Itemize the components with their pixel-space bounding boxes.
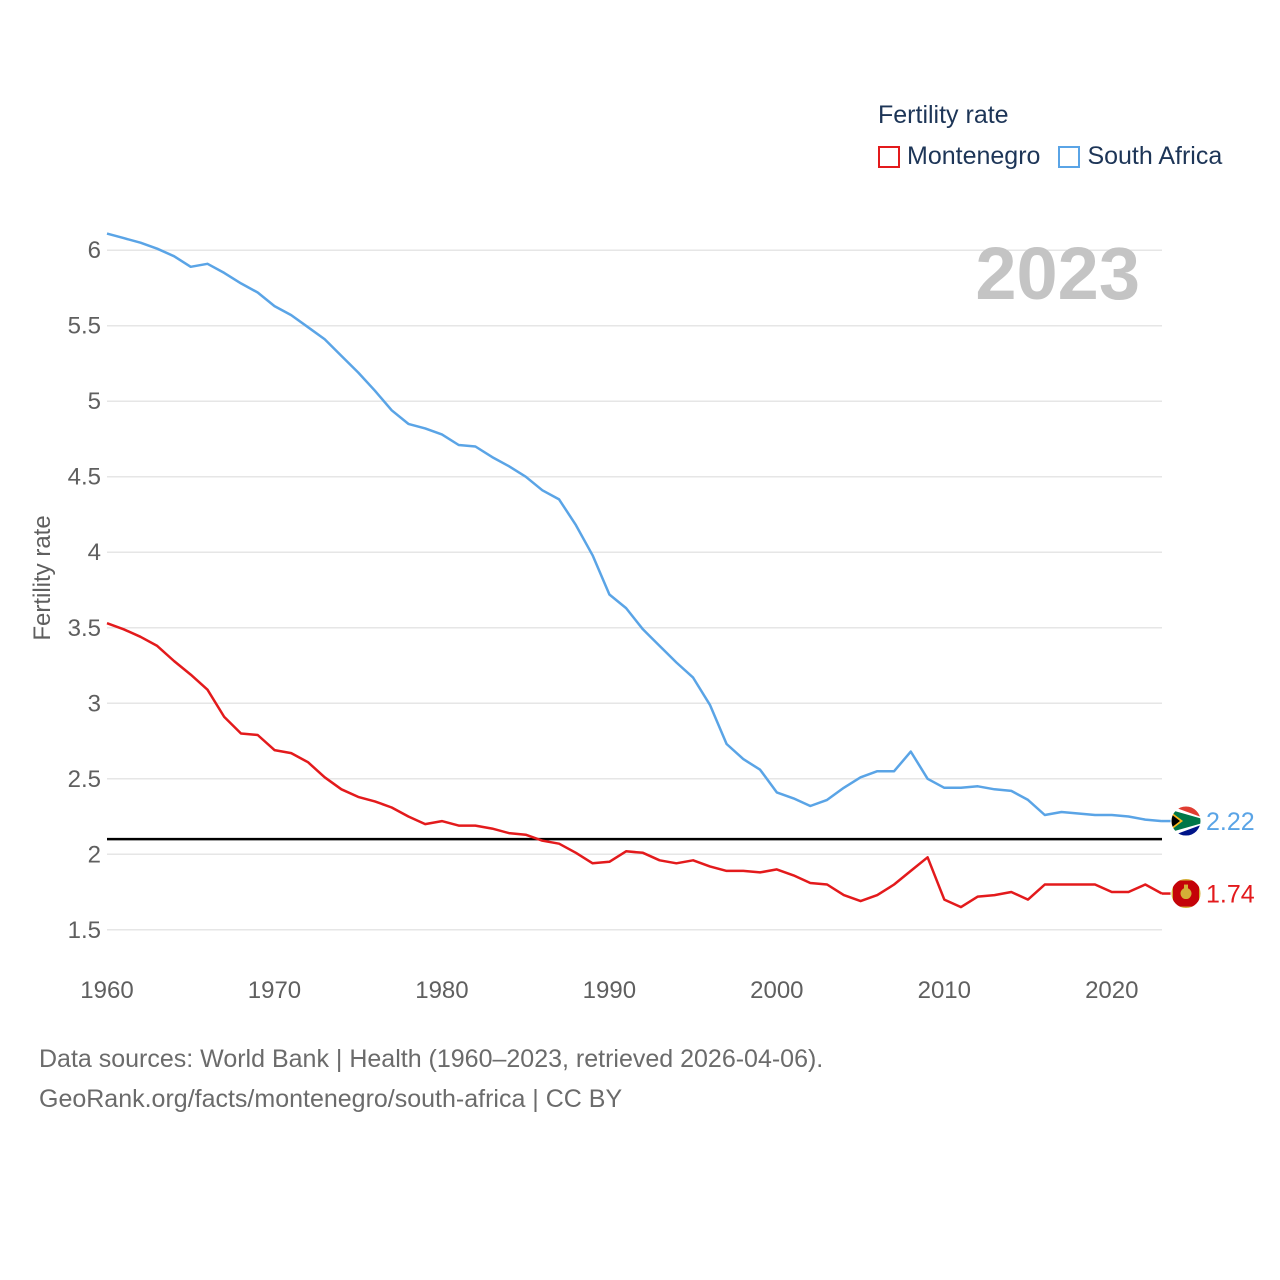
x-axis-ticks: 1960 1970 1980 1990 2000 2010 2020 bbox=[80, 977, 1138, 1004]
y-tick-label: 5 bbox=[88, 388, 101, 415]
legend-item-south-africa[interactable]: South Africa bbox=[1058, 142, 1222, 171]
y-tick-label: 2 bbox=[88, 841, 101, 868]
y-tick-label: 4 bbox=[88, 539, 101, 566]
x-tick-label: 2000 bbox=[750, 977, 803, 1004]
legend-swatch-montenegro bbox=[878, 145, 900, 168]
x-tick-label: 1960 bbox=[80, 977, 133, 1004]
y-tick-label: 4.5 bbox=[68, 464, 101, 491]
x-tick-label: 2020 bbox=[1085, 977, 1138, 1004]
y-tick-label: 3.5 bbox=[68, 615, 101, 642]
legend-label-south-africa: South Africa bbox=[1087, 142, 1223, 170]
legend: Montenegro South Africa bbox=[878, 142, 1240, 171]
x-tick-label: 1970 bbox=[248, 977, 301, 1004]
y-tick-label: 5.5 bbox=[68, 313, 101, 340]
legend-swatch-south-africa bbox=[1058, 145, 1081, 168]
gridlines bbox=[107, 249, 1162, 931]
series-line-south-africa bbox=[106, 232, 1163, 823]
y-tick-label: 6 bbox=[88, 237, 101, 264]
end-markers: 1.74 2.22 bbox=[1162, 805, 1255, 910]
year-label: 2023 bbox=[975, 232, 1140, 315]
footer-source: Data sources: World Bank | Health (1960–… bbox=[39, 1045, 824, 1073]
x-tick-label: 1980 bbox=[415, 977, 468, 1004]
x-tick-label: 2010 bbox=[918, 977, 971, 1004]
y-tick-label: 2.5 bbox=[68, 766, 101, 793]
y-axis-ticks: 1.5 2 2.5 3 3.5 4 4.5 5 5.5 6 bbox=[68, 237, 101, 944]
series-lines bbox=[106, 232, 1163, 909]
legend-title: Fertility rate bbox=[878, 101, 1009, 129]
series-line-montenegro bbox=[106, 622, 1163, 909]
x-tick-label: 1990 bbox=[583, 977, 636, 1004]
south-africa-flag-icon bbox=[1170, 805, 1202, 837]
footer-credit[interactable]: GeoRank.org/facts/montenegro/south-afric… bbox=[39, 1085, 623, 1113]
legend-label-montenegro: Montenegro bbox=[907, 142, 1041, 170]
end-label-south-africa: 2.22 bbox=[1206, 808, 1255, 836]
y-tick-label: 3 bbox=[88, 690, 101, 717]
y-tick-label: 1.5 bbox=[68, 917, 101, 944]
end-label-montenegro: 1.74 bbox=[1206, 881, 1255, 909]
legend-item-montenegro[interactable]: Montenegro bbox=[878, 142, 1040, 171]
montenegro-flag-icon bbox=[1170, 878, 1202, 910]
y-axis-label: Fertility rate bbox=[29, 515, 56, 640]
